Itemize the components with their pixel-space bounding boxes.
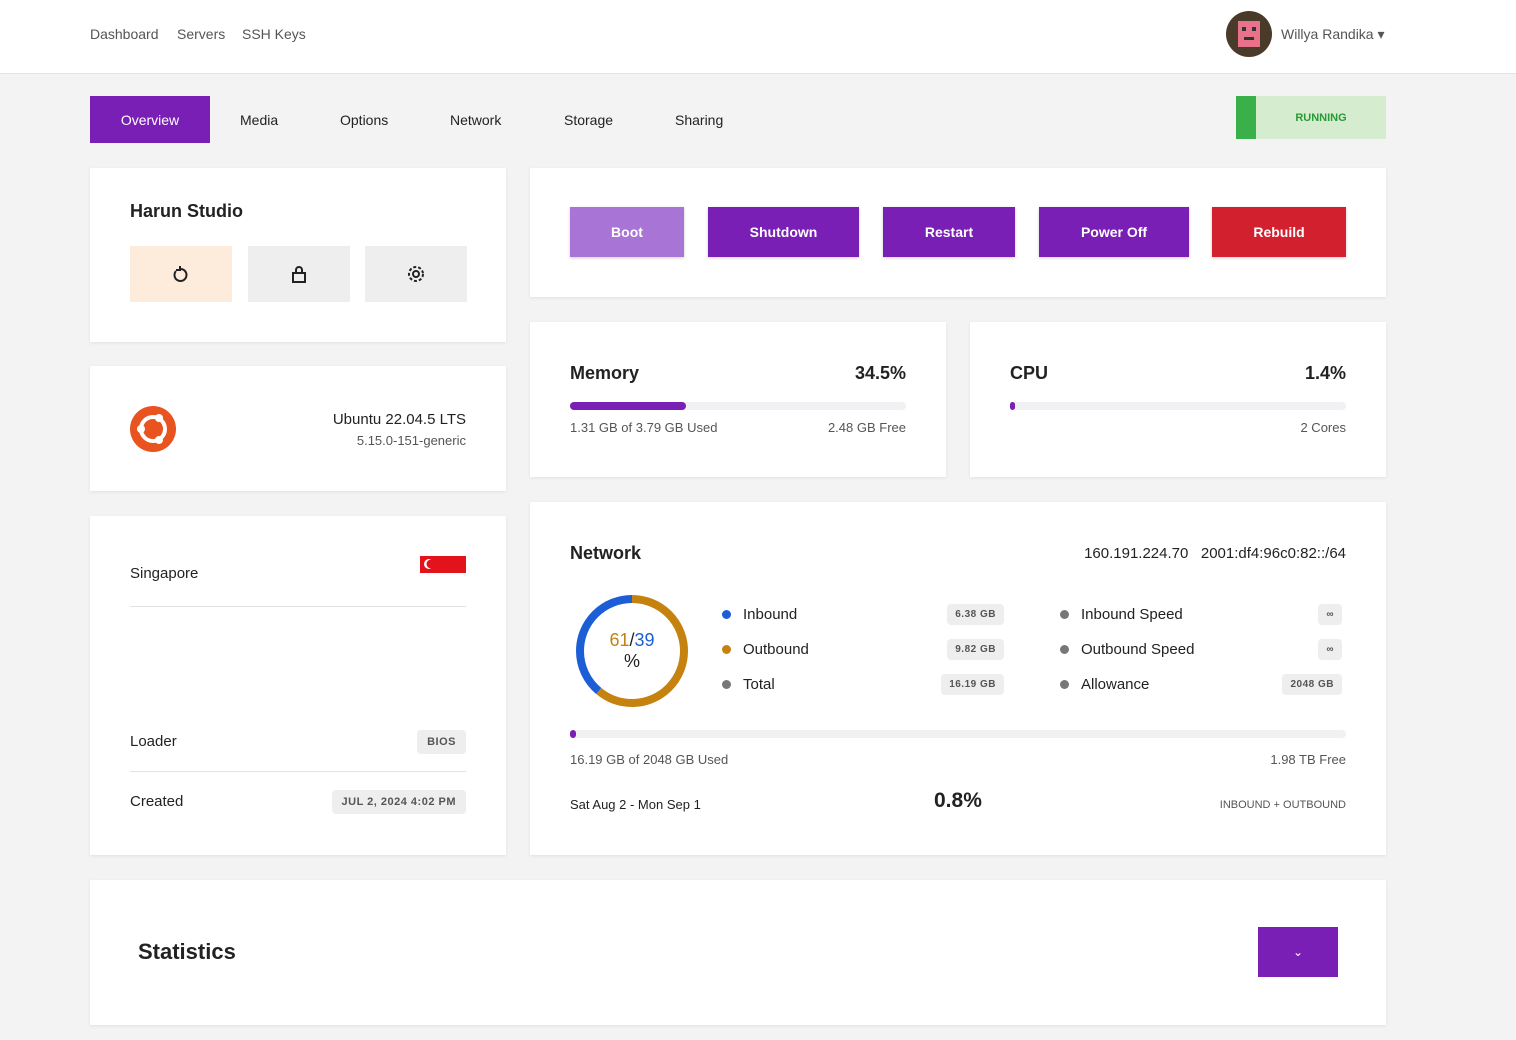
scope: INBOUND + OUTBOUND: [1219, 799, 1346, 811]
action-button[interactable]: Boot: [570, 207, 684, 257]
expand-button[interactable]: ⌄: [1258, 927, 1338, 977]
status-badge: RUNNING: [1236, 96, 1386, 139]
tab[interactable]: Network: [450, 112, 502, 128]
period: Sat Aug 2 - Mon Sep 1: [570, 797, 701, 812]
legend-dot: [722, 610, 731, 619]
statistics-card: Statistics ⌄: [90, 880, 1386, 1025]
memory-track: [570, 402, 906, 410]
ipv6: 2001:df4:96c0:82::/64: [1200, 545, 1346, 562]
server-card: Harun Studio: [90, 168, 506, 342]
legend-dot: [1060, 680, 1069, 689]
legend-row: Allowance: [1060, 676, 1149, 693]
legend-value: 9.82 GB: [947, 639, 1004, 660]
cpu-track: [1010, 402, 1346, 410]
legend-label: Inbound Speed: [1081, 606, 1183, 623]
os-name: Ubuntu 22.04.5 LTS: [332, 411, 466, 428]
legend-label: Total: [743, 676, 775, 693]
reinstall-button[interactable]: [130, 246, 232, 302]
action-button[interactable]: Shutdown: [708, 207, 859, 257]
network-free: 1.98 TB Free: [1270, 752, 1346, 767]
donut-unit: %: [623, 651, 640, 671]
loader-label: Loader: [130, 733, 177, 750]
user-name: Willya Randika: [1281, 26, 1374, 42]
created-value: JUL 2, 2024 4:02 PM: [331, 790, 466, 814]
donut-separator: /: [629, 630, 635, 650]
network-card: Network 160.191.224.70 2001:df4:96c0:82:…: [530, 502, 1386, 855]
legend-dot: [722, 645, 731, 654]
nav-link[interactable]: Dashboard: [90, 26, 159, 42]
location-card: Singapore Loader BIOS Created JUL 2, 202…: [90, 516, 506, 855]
donut-segment: [576, 595, 688, 707]
ipv4: 160.191.224.70: [1084, 545, 1189, 562]
network-track: [570, 730, 1346, 738]
lock-button[interactable]: [248, 246, 350, 302]
top-nav: Dashboard Servers SSH Keys Willya Randik…: [0, 0, 1516, 74]
legend-value: 2048 GB: [1282, 674, 1342, 695]
memory-bar: [570, 402, 686, 410]
network-used: 16.19 GB of 2048 GB Used: [570, 752, 729, 767]
tab[interactable]: Sharing: [675, 112, 724, 128]
server-name: Harun Studio: [130, 201, 243, 221]
donut-value: 39: [634, 630, 655, 650]
legend-row: Inbound: [722, 606, 797, 623]
ubuntu-logo: [130, 406, 176, 452]
legend-row: Outbound Speed: [1060, 641, 1194, 658]
ip-addresses: 160.191.224.70 2001:df4:96c0:82::/64: [1084, 545, 1346, 562]
donut-chart: [576, 595, 688, 707]
actions-card: Boot Shutdown Restart Power Off Rebuild: [530, 168, 1386, 297]
legend-row: Total: [722, 676, 775, 693]
os-kernel: 5.15.0-151-generic: [356, 433, 466, 448]
legend-label: Allowance: [1081, 676, 1150, 693]
network-title: Network: [570, 543, 642, 563]
statistics-title: Statistics: [138, 939, 236, 964]
legend-value: ∞: [1318, 639, 1342, 660]
user-menu[interactable]: Willya Randika ▾: [1281, 26, 1385, 42]
action-button[interactable]: Rebuild: [1212, 207, 1346, 257]
donut-label: 61/39%: [572, 630, 692, 672]
memory-card: Memory 34.5% 1.31 GB of 3.79 GB Used 2.4…: [530, 322, 946, 477]
cpu-cores: 2 Cores: [1300, 420, 1346, 435]
tab[interactable]: Media: [240, 112, 279, 128]
avatar[interactable]: [1226, 11, 1272, 57]
cpu-bar: [1010, 402, 1015, 410]
legend-label: Outbound Speed: [1081, 641, 1195, 658]
os-card: Ubuntu 22.04.5 LTS 5.15.0-151-generic: [90, 366, 506, 491]
action-button[interactable]: Power Off: [1039, 207, 1189, 257]
network-bar: [570, 730, 577, 738]
legend-label: Inbound: [743, 606, 798, 623]
nav-link[interactable]: SSH Keys: [242, 26, 306, 42]
flag: [420, 556, 466, 573]
loader-value: BIOS: [417, 730, 466, 754]
tab-active[interactable]: Overview: [90, 96, 210, 143]
action-button[interactable]: Restart: [883, 207, 1015, 257]
tab[interactable]: Options: [340, 112, 389, 128]
usage-percent: 0.8%: [934, 789, 982, 812]
legend-row: Inbound Speed: [1060, 606, 1183, 623]
tab[interactable]: Storage: [564, 112, 614, 128]
memory-title: Memory: [570, 363, 640, 383]
settings-button[interactable]: [365, 246, 467, 302]
legend-dot: [722, 680, 731, 689]
legend-dot: [1060, 610, 1069, 619]
legend-dot: [1060, 645, 1069, 654]
legend-label: Outbound: [743, 641, 809, 658]
cpu-percent: 1.4%: [1304, 363, 1346, 383]
location-name: Singapore: [130, 565, 199, 582]
legend-row: Outbound: [722, 641, 809, 658]
cpu-card: CPU 1.4% 2 Cores: [970, 322, 1386, 477]
cpu-title: CPU: [1010, 363, 1049, 383]
memory-free: 2.48 GB Free: [827, 420, 906, 435]
donut-value: 61: [609, 630, 630, 650]
divider: [130, 771, 466, 772]
legend-value: 6.38 GB: [947, 604, 1004, 625]
divider: [130, 606, 466, 607]
legend-value: ∞: [1318, 604, 1342, 625]
legend-value: 16.19 GB: [941, 674, 1004, 695]
nav-link[interactable]: Servers: [177, 26, 226, 42]
memory-used: 1.31 GB of 3.79 GB Used: [570, 420, 718, 435]
memory-percent: 34.5%: [854, 363, 906, 383]
created-label: Created: [130, 793, 184, 810]
